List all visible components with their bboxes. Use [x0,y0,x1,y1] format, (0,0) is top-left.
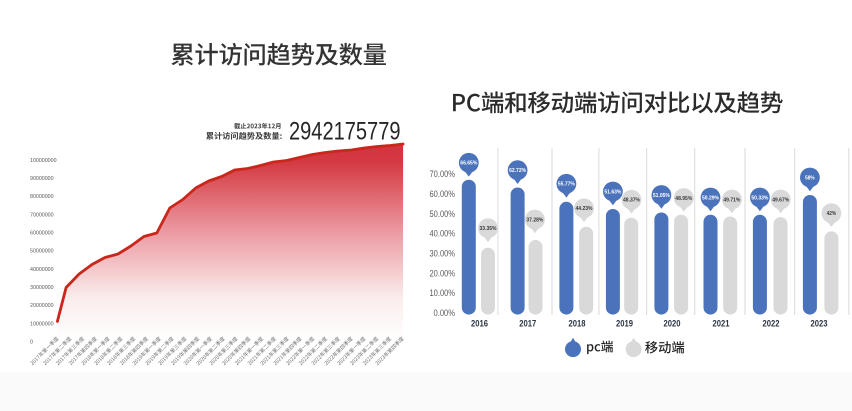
svg-text:40000000: 40000000 [30,267,54,273]
svg-text:60.00%: 60.00% [430,189,456,200]
svg-text:10000000: 10000000 [30,321,54,327]
svg-text:2023: 2023 [811,319,828,330]
svg-text:51.63%: 51.63% [604,189,621,195]
svg-text:48.37%: 48.37% [623,198,640,204]
svg-text:50.00%: 50.00% [430,209,456,220]
svg-text:51.05%: 51.05% [653,193,670,199]
svg-text:62.72%: 62.72% [509,168,526,174]
svg-text:80000000: 80000000 [30,194,54,200]
svg-text:2018: 2018 [569,319,587,330]
svg-text:90000000: 90000000 [30,176,54,182]
svg-text:20.00%: 20.00% [430,268,456,279]
svg-text:2020: 2020 [664,319,681,330]
svg-text:50000000: 50000000 [30,249,54,255]
svg-text:2017: 2017 [519,319,536,330]
svg-text:10.00%: 10.00% [430,288,456,299]
svg-text:48.95%: 48.95% [675,196,692,202]
svg-text:30.00%: 30.00% [430,249,456,260]
svg-text:49.71%: 49.71% [723,197,740,203]
svg-text:0.00%: 0.00% [434,308,456,319]
svg-text:66.65%: 66.65% [460,161,477,167]
svg-text:2022: 2022 [763,319,780,330]
svg-text:55.77%: 55.77% [558,182,575,188]
svg-text:40.00%: 40.00% [430,229,456,240]
svg-text:60000000: 60000000 [30,231,54,237]
svg-text:70.00%: 70.00% [430,169,456,180]
svg-text:58%: 58% [805,175,815,181]
svg-text:50.33%: 50.33% [751,195,768,201]
svg-text:2942175779: 2942175779 [289,118,401,145]
svg-text:44.23%: 44.23% [576,206,593,212]
svg-text:100000000: 100000000 [30,158,57,164]
svg-text:0: 0 [30,340,33,346]
svg-text:33.35%: 33.35% [480,226,497,232]
svg-text:2016: 2016 [471,319,488,330]
svg-text:49.67%: 49.67% [772,197,789,203]
svg-text:2019: 2019 [616,319,633,330]
svg-text:2021: 2021 [713,319,731,330]
svg-text:42%: 42% [827,211,837,217]
svg-text:30000000: 30000000 [30,285,54,291]
svg-text:70000000: 70000000 [30,212,54,218]
svg-text:50.29%: 50.29% [702,195,719,201]
svg-text:37.28%: 37.28% [526,217,543,223]
svg-text:20000000: 20000000 [30,303,54,309]
